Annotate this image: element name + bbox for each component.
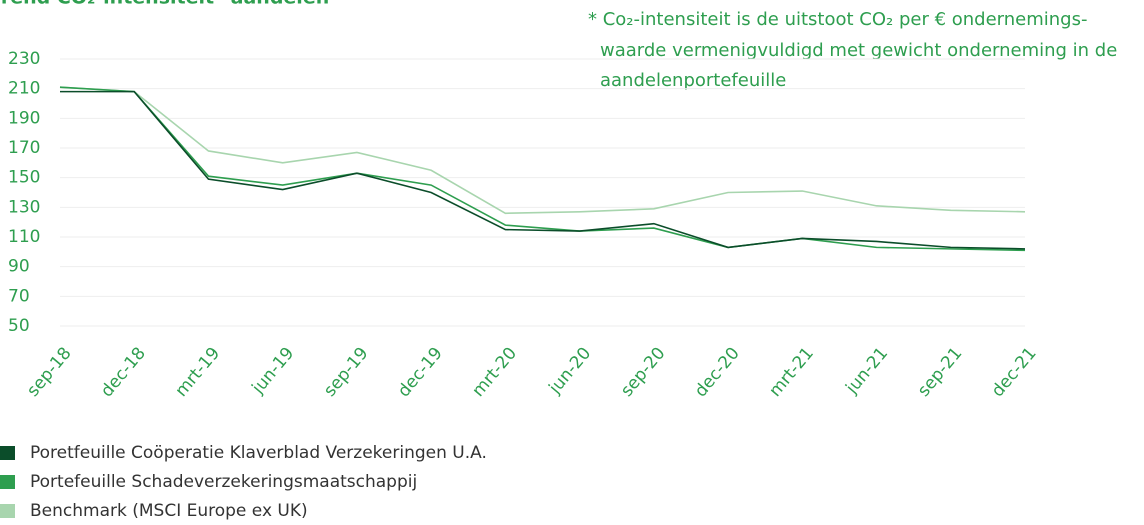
- y-tick-label: 230: [8, 49, 40, 69]
- y-tick-label: 210: [8, 79, 40, 99]
- annotation: waarde vermenigvuldigd met gewicht onder…: [600, 40, 1117, 61]
- series-line: [60, 90, 1026, 250]
- x-tick-label: mrt-21: [765, 344, 818, 401]
- x-tick-label: dec-20: [691, 344, 744, 402]
- x-tick-label: dec-19: [394, 344, 447, 402]
- y-tick-label: 70: [8, 286, 30, 306]
- y-tick-label: 150: [8, 168, 40, 188]
- annotation: * Co₂-intensiteit is de uitstoot CO₂ per…: [588, 9, 1087, 30]
- legend-swatch: [0, 446, 15, 460]
- x-tick-label: jun-20: [545, 344, 596, 399]
- legend-label: Portefeuille Schadeverzekeringsmaatschap…: [30, 472, 417, 492]
- y-tick-label: 90: [8, 257, 30, 277]
- x-tick-label: sep-20: [617, 344, 670, 401]
- legend-swatch: [0, 475, 15, 489]
- x-tick-label: mrt-19: [172, 344, 225, 401]
- x-tick-label: jun-21: [841, 344, 892, 399]
- x-tick-label: sep-18: [23, 344, 76, 401]
- series-line: [59, 86, 1026, 215]
- y-tick-label: 130: [8, 197, 40, 217]
- y-tick-label: 190: [8, 108, 40, 128]
- annotation: aandelenportefeuille: [600, 70, 786, 91]
- y-tick-label: 110: [8, 227, 40, 247]
- y-tick-label: 50: [8, 316, 30, 336]
- legend-swatch: [0, 504, 15, 518]
- legend-label: Poretfeuille Coöperatie Klaverblad Verze…: [30, 443, 487, 463]
- x-tick-label: dec-18: [97, 344, 150, 402]
- x-tick-label: mrt-20: [468, 344, 521, 401]
- x-tick-label: sep-21: [914, 344, 967, 401]
- chart-title: Trend CO₂-intensiteit* aandelen: [0, 0, 329, 9]
- x-tick-label: dec-21: [988, 344, 1041, 402]
- x-tick-label: jun-19: [248, 344, 299, 399]
- y-tick-label: 170: [8, 138, 40, 158]
- legend-label: Benchmark (MSCI Europe ex UK): [30, 501, 308, 521]
- x-tick-label: sep-19: [320, 344, 373, 401]
- series-line: [59, 86, 1026, 252]
